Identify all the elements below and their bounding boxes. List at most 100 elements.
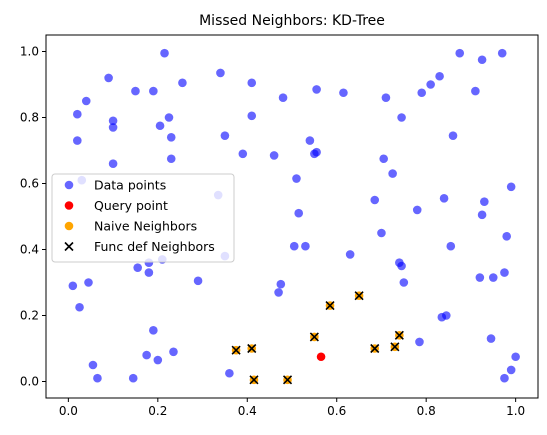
data-points-point xyxy=(108,159,118,168)
data-points-point xyxy=(104,73,113,83)
query-point-point xyxy=(316,352,326,362)
data-points-point xyxy=(381,93,391,102)
y-tick-label: 0.6 xyxy=(20,177,39,191)
data-points-point xyxy=(247,78,257,88)
data-points-point xyxy=(131,86,140,96)
data-points-point xyxy=(448,131,458,140)
data-points-point xyxy=(500,268,509,277)
legend-marker xyxy=(64,201,74,210)
y-tick-label: 0.8 xyxy=(20,111,39,125)
data-points-point xyxy=(442,311,451,320)
legend-box xyxy=(51,173,235,263)
data-points-point xyxy=(471,86,480,96)
plot-area-points xyxy=(68,48,520,385)
data-points-point xyxy=(417,88,427,98)
func-def-neighbors-point xyxy=(354,291,364,301)
legend-label: Func def Neighbors xyxy=(94,239,215,254)
data-points-point xyxy=(446,241,456,251)
legend: Data points Query point Naive Neighbors Fun… xyxy=(51,173,235,263)
data-points-point xyxy=(133,263,142,272)
data-points-point xyxy=(88,360,98,370)
naive-neighbors-series xyxy=(231,291,404,385)
data-points-point xyxy=(81,96,91,106)
data-points-point xyxy=(305,136,315,145)
data-points-point xyxy=(486,334,496,343)
data-points-point xyxy=(488,273,498,282)
data-points-point xyxy=(166,154,176,164)
data-points-point xyxy=(397,113,406,122)
data-points-point xyxy=(397,261,406,271)
data-points-point xyxy=(269,151,279,160)
data-points-point xyxy=(155,121,165,131)
data-points-point xyxy=(144,268,154,277)
func-def-neighbors-point xyxy=(309,332,319,342)
x-tick-label: 0.4 xyxy=(238,404,257,418)
x-axis-ticks: 0.0 0.2 0.4 0.6 0.8 1.0 xyxy=(59,398,525,418)
data-points-point xyxy=(73,109,82,119)
legend-marker xyxy=(64,180,74,190)
data-points-point xyxy=(502,232,511,241)
y-tick-label: 0.4 xyxy=(20,243,39,257)
data-points-point xyxy=(220,131,230,140)
data-points-point xyxy=(412,205,422,215)
legend-item: Query point xyxy=(64,198,168,213)
legend-label: Data points xyxy=(94,178,166,193)
data-points-point xyxy=(455,48,465,58)
x-tick-label: 1.0 xyxy=(506,404,525,418)
data-points-point xyxy=(301,241,310,251)
data-points-point xyxy=(142,350,151,360)
data-points-point xyxy=(292,174,301,183)
data-points-point xyxy=(439,194,449,203)
func-def-neighbors-point xyxy=(249,375,259,385)
chart-title: Missed Neighbors: KD-Tree xyxy=(199,13,385,29)
data-points-point xyxy=(294,208,304,218)
data-points-point xyxy=(166,133,176,142)
data-points-point xyxy=(497,48,507,58)
data-points-point xyxy=(73,136,82,145)
data-points-point xyxy=(153,355,163,365)
data-points-point xyxy=(93,373,102,383)
data-points-point xyxy=(274,288,283,297)
x-tick-label: 0.8 xyxy=(417,404,436,418)
y-tick-label: 1.0 xyxy=(20,45,39,59)
data-points-point xyxy=(108,123,118,132)
data-points-point xyxy=(500,373,509,383)
y-tick-label: 0.2 xyxy=(20,309,39,323)
func-def-neighbors-point xyxy=(390,342,400,352)
data-points-point xyxy=(149,86,158,96)
y-tick-label: 0.0 xyxy=(20,375,39,389)
data-points-point xyxy=(511,352,520,362)
y-axis-ticks: 0.0 0.2 0.4 0.6 0.8 1.0 xyxy=(20,45,46,389)
data-points-point xyxy=(84,278,93,287)
data-points-point xyxy=(477,55,487,65)
data-points-point xyxy=(339,88,348,98)
data-points-point xyxy=(193,276,203,286)
legend-item: Naive Neighbors xyxy=(64,219,197,234)
data-points-point xyxy=(370,195,380,205)
data-points-point xyxy=(415,337,424,347)
data-points-point xyxy=(506,182,516,192)
data-points-point xyxy=(312,147,321,157)
data-points-point xyxy=(276,279,286,289)
data-points-point xyxy=(435,71,444,81)
data-points-point xyxy=(164,113,174,122)
x-tick-label: 0.2 xyxy=(148,404,167,418)
data-points-point xyxy=(388,169,397,178)
query-point-series xyxy=(316,352,326,362)
data-points-point xyxy=(216,68,225,78)
legend-label: Naive Neighbors xyxy=(94,219,197,234)
data-points-point xyxy=(480,197,489,206)
data-points-point xyxy=(399,278,409,287)
data-points-point xyxy=(169,347,178,357)
legend-item: Data points xyxy=(64,178,166,193)
legend-marker xyxy=(64,221,74,231)
func-def-neighbors-point xyxy=(231,345,241,355)
func-def-neighbors-point xyxy=(325,301,335,311)
x-tick-label: 0.6 xyxy=(327,404,346,418)
data-points-point xyxy=(68,281,78,291)
data-points-point xyxy=(278,93,288,102)
data-points-point xyxy=(377,228,386,238)
legend-item: Func def Neighbors xyxy=(64,239,215,254)
data-points-series xyxy=(68,48,520,383)
